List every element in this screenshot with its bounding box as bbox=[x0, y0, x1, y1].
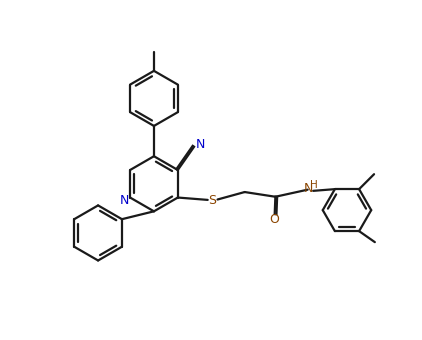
Text: N: N bbox=[195, 138, 205, 151]
Text: N: N bbox=[304, 182, 313, 195]
Text: H: H bbox=[311, 180, 318, 190]
Text: N: N bbox=[120, 194, 129, 207]
Text: S: S bbox=[208, 194, 216, 207]
Text: O: O bbox=[270, 213, 279, 226]
